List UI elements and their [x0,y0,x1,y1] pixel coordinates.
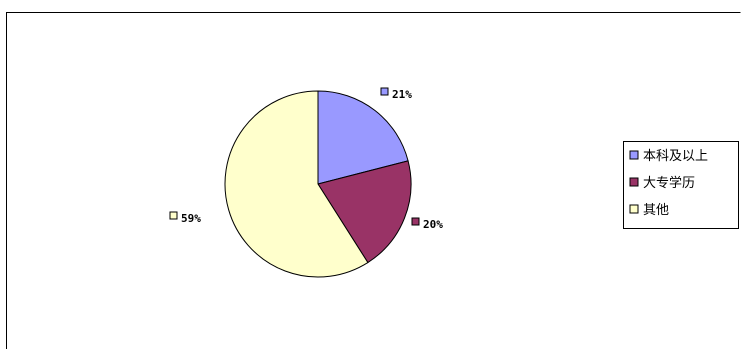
chart-border [6,12,741,349]
legend-swatch-undergrad [629,150,639,160]
legend-box [623,141,739,229]
legend-label-college: 大专学历 [643,175,695,191]
pie-slice-undergrad [317,90,409,185]
data-label-undergrad: 21% [392,88,412,101]
data-label-college: 20% [423,218,443,231]
legend-swatch-other [629,204,639,214]
pie-slice-college [317,160,412,264]
data-labels: 21% 20% 59% [169,87,443,231]
legend-swatch-college [629,177,639,187]
data-label-key-other [169,211,178,220]
pie-slice-other [224,90,369,278]
pie [224,90,412,278]
data-label-key-undergrad [380,87,389,96]
data-label-other: 59% [181,212,201,225]
legend-label-undergrad: 本科及以上 [643,149,708,164]
data-label-key-college [411,217,420,226]
legend-label-other: 其他 [643,203,669,218]
